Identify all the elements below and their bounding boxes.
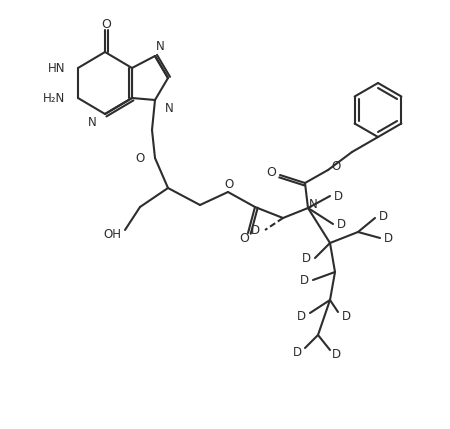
- Text: O: O: [101, 18, 111, 30]
- Text: OH: OH: [103, 229, 121, 242]
- Text: D: D: [337, 218, 346, 230]
- Text: D: D: [300, 274, 309, 287]
- Text: D: D: [293, 345, 302, 359]
- Text: N: N: [88, 117, 97, 130]
- Text: N: N: [156, 40, 165, 54]
- Text: D: D: [334, 190, 343, 202]
- Text: O: O: [239, 233, 249, 245]
- Text: D: D: [379, 209, 388, 223]
- Text: D: D: [251, 224, 260, 236]
- Text: N: N: [309, 199, 318, 211]
- Text: HN: HN: [48, 61, 65, 75]
- Text: N: N: [165, 102, 174, 115]
- Text: H₂N: H₂N: [43, 91, 65, 105]
- Text: D: D: [302, 251, 311, 265]
- Text: O: O: [136, 151, 145, 164]
- Text: O: O: [331, 160, 340, 172]
- Text: D: D: [332, 347, 341, 360]
- Text: O: O: [225, 178, 234, 191]
- Text: D: D: [297, 311, 306, 323]
- Text: D: D: [342, 309, 351, 323]
- Text: D: D: [384, 232, 393, 245]
- Text: O: O: [266, 166, 276, 179]
